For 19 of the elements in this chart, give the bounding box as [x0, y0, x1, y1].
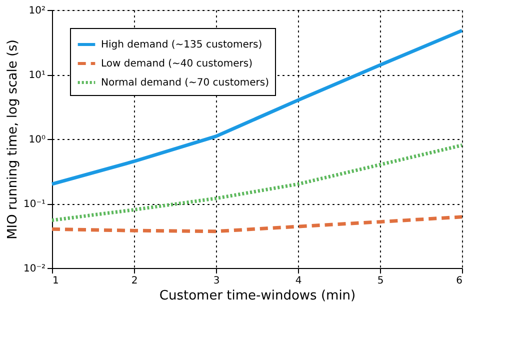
y-tick-label: 10⁰ — [28, 134, 46, 146]
x-axis-title: Customer time-windows (min) — [159, 288, 356, 304]
line-series — [50, 144, 464, 222]
y-tick-label: 10² — [28, 6, 46, 16]
legend-label: Low demand (~40 customers) — [101, 58, 253, 70]
x-tick-label: 6 — [456, 276, 462, 286]
y-tick-label: 10⁻¹ — [23, 199, 46, 210]
legend-label: Normal demand (~70 customers) — [101, 78, 270, 88]
x-tick-label: 3 — [213, 276, 220, 286]
line-series — [50, 28, 464, 186]
y-axis-title: MIO running time, log scale (s) — [5, 40, 20, 240]
x-tick-label: 5 — [377, 276, 384, 286]
x-tick-label: 4 — [295, 276, 302, 286]
y-tick-label: 10⁻² — [23, 264, 46, 274]
y-tick-label: 10¹ — [28, 70, 46, 81]
line-series — [50, 215, 464, 234]
legend-label: High demand (~135 customers) — [101, 40, 262, 50]
x-tick-label: 2 — [131, 276, 138, 286]
x-tick-label: 1 — [52, 276, 59, 286]
